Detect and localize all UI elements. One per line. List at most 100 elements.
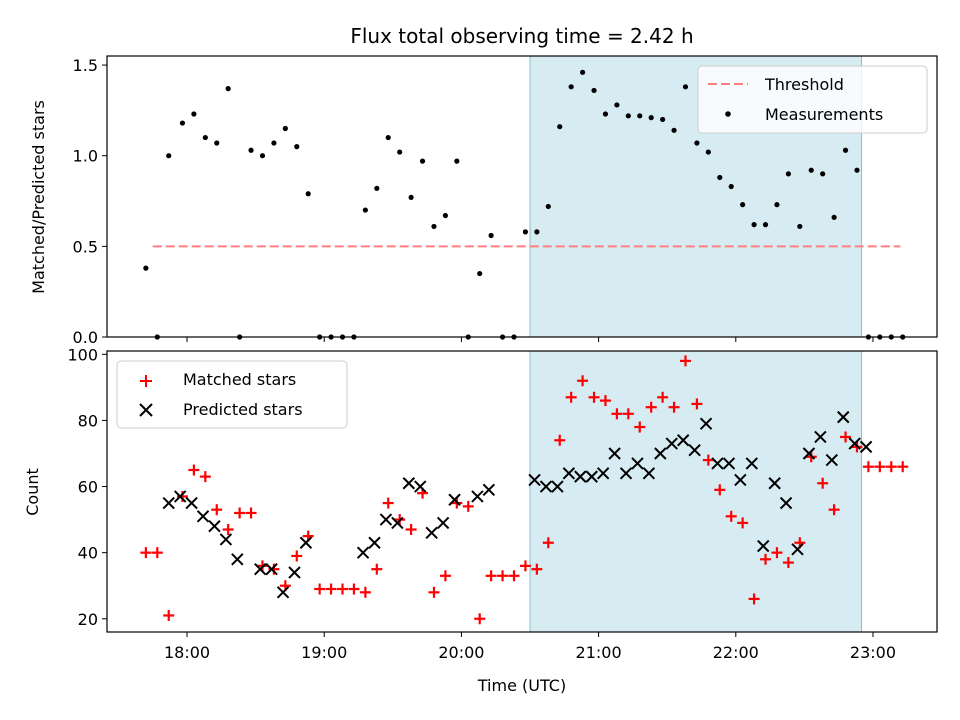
measurement-point (294, 144, 300, 150)
predicted-star-point (299, 536, 313, 549)
predicted-star-point (745, 457, 759, 470)
measurement-point (820, 171, 826, 177)
matched-star-point (314, 583, 326, 595)
predicted-star-point (356, 546, 370, 559)
predicted-star-point (596, 467, 610, 480)
matched-star-point (828, 504, 840, 516)
bottom-shaded-region (529, 350, 863, 633)
predicted-star-stroke-b (608, 447, 621, 460)
measurement-point (762, 222, 769, 228)
predicted-star-point (642, 467, 656, 480)
matched-star-point (268, 563, 280, 575)
measurement-point (454, 158, 460, 164)
bottom-panel: 20 40 60 80 100 18:00 19:00 20:00 21:00 22:00 23:… (23, 345, 938, 695)
matched-star-point (542, 537, 554, 549)
predicted-star-stroke-b (368, 536, 381, 549)
matched-star-point (725, 510, 737, 522)
predicted-star-stroke-b (219, 533, 233, 546)
predicted-star-stroke-b (562, 467, 576, 480)
predicted-star-stroke-b (448, 493, 461, 506)
matched-star-point (508, 570, 520, 582)
predicted-star-point (699, 417, 713, 430)
predicted-star-stroke-b (299, 536, 313, 549)
matched-star-point (679, 355, 691, 367)
predicted-star-stroke-b (757, 539, 770, 553)
matched-star-point (163, 609, 175, 621)
measurement-point (660, 116, 666, 123)
measurement-point (408, 194, 414, 201)
measurement-point (740, 202, 746, 208)
predicted-star-point (825, 453, 839, 467)
predicted-star-point (814, 430, 827, 444)
predicted-star-point (379, 513, 393, 526)
matched-star-point (702, 454, 714, 466)
y-tick-label: 20 (78, 610, 98, 629)
matched-star-point (337, 583, 349, 595)
predicted-star-point (196, 510, 210, 523)
matched-star-point (188, 464, 200, 476)
matched-star-point (782, 557, 794, 569)
predicted-star-point (837, 410, 850, 424)
y-tick-label: 0.0 (73, 328, 98, 347)
measurement-point (614, 102, 620, 108)
matched-star-point (382, 497, 394, 509)
matched-star-point (211, 504, 223, 516)
matched-star-point (439, 570, 451, 582)
matched-star-point (325, 583, 337, 595)
measurement-point (305, 191, 311, 197)
measurement-point (397, 149, 403, 155)
predicted-star-point (779, 496, 793, 510)
predicted-star-stroke-b (642, 467, 656, 480)
measurement-point (831, 214, 837, 220)
y-tick-label: 80 (78, 411, 98, 430)
predicted-star-stroke-b (654, 447, 667, 460)
measurement-point (166, 153, 172, 159)
measurement-point (774, 202, 780, 208)
predicted-star-point (471, 490, 484, 503)
predicted-star-point (654, 447, 667, 460)
matched-star-point (519, 560, 531, 572)
measurement-point (225, 86, 231, 92)
matched-star-point (760, 553, 772, 565)
predicted-star-stroke-b (471, 490, 484, 503)
measurement-points (143, 69, 906, 340)
predicted-star-point (859, 440, 873, 454)
measurement-point (602, 111, 609, 117)
predicted-star-point (608, 447, 621, 460)
measurement-point (579, 69, 586, 75)
matched-star-point (140, 547, 152, 559)
predicted-star-stroke-b (631, 457, 644, 470)
matched-legend-label: Matched stars (183, 370, 296, 389)
predicted-star-stroke-b (848, 437, 861, 450)
predicted-star-stroke-b (619, 467, 633, 480)
predicted-star-stroke-b (265, 562, 278, 576)
measurement-point (671, 127, 677, 133)
threshold-legend-label: Threshold (764, 75, 844, 94)
predicted-star-stroke-b (779, 496, 793, 510)
predicted-star-point (231, 553, 244, 566)
measurement-point (143, 265, 149, 271)
y-tick-label: 40 (78, 544, 98, 563)
bottom-x-ticks: 18:00 19:00 20:00 21:00 22:00 23:00 (164, 632, 896, 662)
predicted-star-stroke-b (539, 480, 553, 493)
predicted-star-point (482, 483, 496, 497)
predicted-star-stroke-b (402, 477, 416, 490)
top-x-ticks (186, 337, 874, 342)
measurement-point (534, 229, 540, 235)
measurement-point (568, 84, 574, 90)
bottom-y-axis-label: Count (23, 468, 42, 516)
bottom-legend: Matched stars Predicted stars (116, 360, 348, 429)
bottom-y-ticks: 20 40 60 80 100 (67, 345, 107, 629)
predicted-star-stroke-b (859, 440, 873, 454)
predicted-star-point (768, 477, 781, 490)
predicted-star-point (162, 496, 175, 510)
matched-legend-swatch (140, 375, 152, 387)
predicted-star-point (253, 562, 267, 576)
x-tick-label: 22:00 (713, 643, 759, 662)
measurement-point (488, 232, 494, 239)
measurement-point (248, 147, 254, 153)
matched-star-point (840, 431, 852, 443)
matched-star-point (531, 563, 543, 575)
predicted-star-point (219, 533, 233, 546)
predicted-star-stroke-b (356, 546, 370, 559)
